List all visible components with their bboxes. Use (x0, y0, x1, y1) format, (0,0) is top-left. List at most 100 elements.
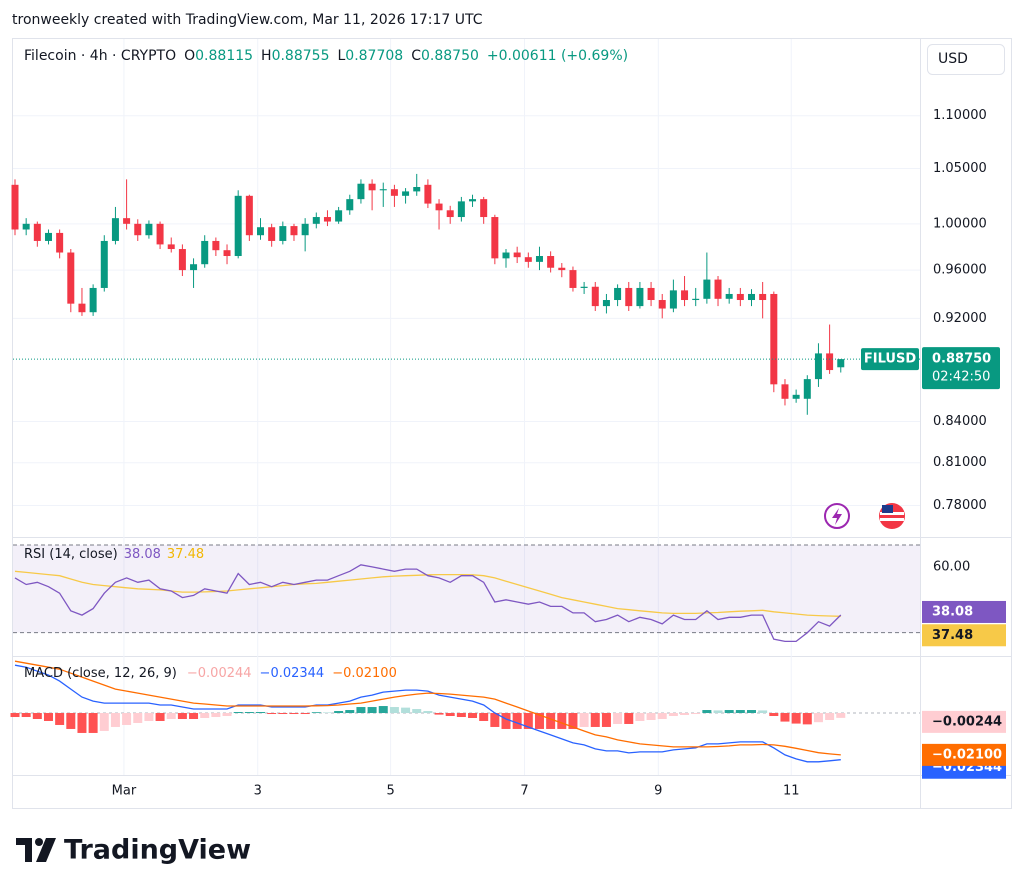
candle-body (167, 244, 175, 250)
ohlc-value: 0.87708 (345, 48, 403, 64)
candle-body (569, 270, 577, 288)
candle-body (156, 223, 164, 245)
macd-value: −0.02344 (260, 666, 325, 681)
change: +0.00611 (+0.69%) (487, 48, 628, 64)
macd-histogram-bar (746, 710, 756, 714)
rsi-ma-tag-label: 37.48 (932, 628, 973, 643)
candle-body (268, 227, 276, 241)
candle-body (814, 353, 822, 380)
logo-mark (36, 838, 56, 862)
macd-histogram-bar (657, 713, 667, 719)
candle-body (547, 256, 555, 268)
indicator-icons (824, 503, 905, 529)
candle-body (67, 252, 75, 304)
candle-body (257, 227, 265, 236)
macd-histogram-bar (222, 713, 232, 717)
candle-body (558, 267, 566, 271)
attribution: tronweekly created with TradingView.com,… (12, 12, 483, 28)
candle-body (792, 394, 800, 399)
candle-body (279, 226, 287, 241)
macd-histogram-bar (613, 713, 623, 724)
macd-histogram-bar (646, 713, 656, 720)
macd-histogram-bar (813, 713, 823, 723)
macd-histogram-bar (702, 710, 712, 714)
macd-line (14, 664, 841, 763)
macd-histogram-bar (412, 709, 422, 714)
candle-body (803, 379, 811, 399)
macd-histogram-bar (155, 713, 165, 721)
x-tick-label: 11 (783, 784, 800, 799)
candle-body (480, 199, 488, 218)
candle-body (56, 232, 64, 253)
candle-body (346, 199, 354, 211)
macd-histogram-bar (389, 707, 399, 714)
symbol-legend: Filecoin · 4h · CRYPTO O0.88115 H0.88755 L0… (24, 48, 628, 64)
ohlc-key: C (411, 48, 421, 64)
signal-value: −0.02100 (332, 666, 397, 681)
candle-body (413, 187, 421, 192)
macd-histogram-bar (88, 713, 98, 733)
candle-body (78, 303, 86, 313)
rsi-ma-tag (922, 624, 1006, 647)
y-tick-label: 0.81000 (933, 455, 987, 470)
candle-body (312, 217, 320, 224)
plot-layer: Mar 3 5 7 9 11 1.10000 1.05000 1.00000 0.96000 0.9… (10, 39, 1006, 799)
y-tick-label: 0.78000 (933, 498, 987, 513)
ohlc-value: 0.88755 (272, 48, 330, 64)
macd-histogram-bar (624, 713, 634, 724)
macd-histogram-bar (300, 713, 310, 715)
y-tick-label: 1.10000 (933, 108, 987, 123)
candle-body (502, 252, 510, 259)
macd-histogram-bar (680, 713, 690, 716)
candle-body (681, 290, 689, 301)
y-tick-label: 0.96000 (933, 263, 987, 278)
macd-histogram-bar (133, 713, 143, 723)
macd-histogram-bar (490, 713, 500, 727)
candle-body (591, 286, 599, 307)
countdown: 02:42:50 (932, 370, 990, 385)
currency-button[interactable] (927, 44, 1005, 75)
candle-body (33, 223, 41, 241)
candle-body (134, 223, 142, 236)
histogram-value: −0.00244 (187, 666, 252, 681)
currency-label[interactable]: USD (938, 51, 968, 67)
candle-body (390, 189, 398, 196)
candle-body (457, 201, 465, 218)
macd-histogram-bar (122, 713, 132, 725)
macd-histogram-bar (724, 710, 734, 714)
candle-body (524, 257, 532, 262)
macd-histogram-bar (836, 713, 846, 718)
rsi-tag (922, 600, 1006, 623)
macd-histogram-bar (110, 713, 120, 727)
macd-histogram-bar (668, 713, 678, 717)
macd-histogram-bar (356, 707, 366, 714)
histogram-tag (922, 710, 1006, 733)
candle-body (323, 217, 331, 222)
candle-body (368, 183, 376, 191)
macd-histogram-bar (468, 713, 478, 718)
logo-mark (35, 838, 43, 846)
candle-body (669, 290, 677, 309)
candle-body (100, 240, 108, 288)
ohlc-key: L (337, 48, 345, 64)
y-tick-label: 0.92000 (933, 311, 987, 326)
candle-body (725, 293, 733, 299)
macd-histogram-bar (512, 713, 522, 729)
macd-histogram-bar (579, 713, 589, 727)
candle-body (602, 300, 610, 307)
candle-body (826, 353, 834, 371)
macd-histogram-bar (456, 713, 466, 718)
macd-histogram-bar (534, 713, 544, 729)
candle-body (123, 218, 131, 224)
y-tick-label: 1.05000 (933, 161, 987, 176)
rsi-band (13, 545, 920, 633)
macd-histogram-bar (189, 713, 199, 719)
logo (16, 838, 56, 862)
candle-body (178, 249, 186, 271)
candle-body (491, 217, 499, 259)
candle-body (22, 223, 30, 230)
macd-histogram-bar (735, 710, 745, 714)
ohlc-value: 0.88750 (421, 48, 479, 64)
macd-histogram-bar (267, 713, 277, 715)
macd-histogram-bar (769, 713, 779, 717)
